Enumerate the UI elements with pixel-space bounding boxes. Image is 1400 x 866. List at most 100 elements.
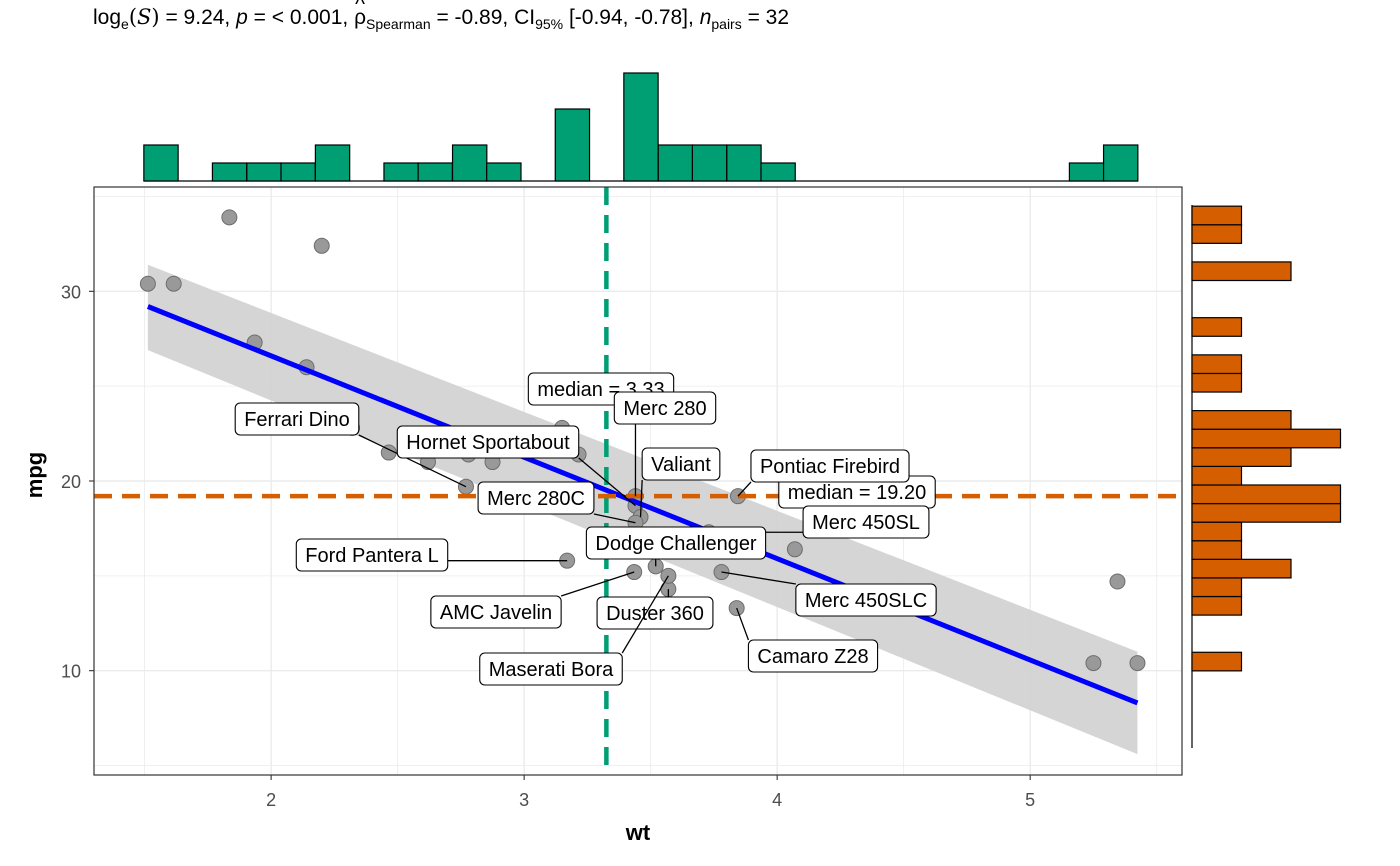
point-label-6: Merc 450SL xyxy=(708,505,930,539)
point-label-0: Ferrari Dino xyxy=(234,402,467,488)
point-label-12-text: Maserati Bora xyxy=(489,659,614,681)
y-hist-bar xyxy=(1191,372,1243,393)
point-label-7-text: Dodge Challenger xyxy=(595,533,757,555)
point-label-1: Hornet Sportabout xyxy=(396,425,636,507)
x-hist-bar xyxy=(211,162,248,182)
y-hist-bar xyxy=(1191,224,1243,244)
subtitle-p-value: = < 0.001, xyxy=(248,6,354,29)
point-label-5-box xyxy=(477,481,595,515)
point-label-10: Duster 360 xyxy=(596,589,714,630)
point-label-13: Camaro Z28 xyxy=(736,607,879,673)
y-median-label-text: median = 19.20 xyxy=(788,482,926,504)
point-label-13-leader xyxy=(736,607,750,641)
x-hist-bar xyxy=(760,162,796,182)
point-label-11-box xyxy=(795,583,937,617)
subtitle-rho-value: = -0.89, CI xyxy=(431,6,535,29)
subtitle-log: log xyxy=(93,6,121,29)
point-label-7: Dodge Challenger xyxy=(585,526,767,567)
subtitle-rho-sub: Spearman xyxy=(366,16,431,32)
x-hist-bar xyxy=(554,108,591,182)
point-label-11-leader xyxy=(721,571,796,585)
subtitle-n-value: = 32 xyxy=(742,6,789,29)
data-point xyxy=(313,237,330,254)
regression-line xyxy=(146,304,1139,706)
subtitle-stat-open: ( xyxy=(129,5,137,29)
x-axis-title: wt xyxy=(625,820,651,845)
point-label-0-text: Ferrari Dino xyxy=(244,409,350,431)
point-label-2-box xyxy=(613,391,717,425)
point-label-7-box xyxy=(585,526,767,560)
y-hist-bar xyxy=(1191,410,1292,430)
y-hist-bar xyxy=(1191,540,1243,560)
x-hist-bar xyxy=(143,144,179,182)
point-label-5: Merc 280C xyxy=(477,481,636,524)
point-label-4-text: Pontiac Firebird xyxy=(760,456,900,478)
y-hist-bar xyxy=(1191,502,1342,523)
point-label-9-text: AMC Javelin xyxy=(440,602,552,624)
y-hist-bar xyxy=(1191,577,1243,598)
data-point xyxy=(1085,655,1102,672)
point-label-1-leader xyxy=(578,457,636,507)
point-label-8-box xyxy=(295,538,449,572)
point-label-5-text: Merc 280C xyxy=(487,488,585,510)
y-hist-bar xyxy=(1191,447,1292,467)
x-axis: 2 3 4 5 xyxy=(266,775,1035,810)
x-hist-bar xyxy=(1102,144,1139,182)
point-label-11: Merc 450SLC xyxy=(721,571,937,617)
point-label-8-text: Ford Pantera L xyxy=(305,545,438,567)
subtitle-n-sub: pairs xyxy=(711,16,741,32)
x-tick-label: 2 xyxy=(266,790,276,810)
point-label-4: Pontiac Firebird xyxy=(737,449,910,497)
y-tick-label: 20 xyxy=(61,472,81,492)
data-point xyxy=(221,209,238,226)
y-tick-label: 30 xyxy=(61,282,81,302)
point-label-3-box xyxy=(641,447,721,481)
y-hist-bar xyxy=(1191,428,1342,449)
y-hist-bar xyxy=(1191,317,1243,337)
point-label-4-leader xyxy=(737,481,752,497)
x-hist-bar xyxy=(486,162,522,182)
x-tick-label: 4 xyxy=(772,790,782,810)
data-point xyxy=(165,275,182,292)
x-tick-label: 5 xyxy=(1025,790,1035,810)
y-axis-title: mpg xyxy=(22,452,47,498)
point-label-5-leader xyxy=(593,513,636,524)
point-label-1-box xyxy=(396,425,580,459)
point-label-13-text: Camaro Z28 xyxy=(757,646,868,668)
point-label-3-text: Valiant xyxy=(651,454,711,476)
subtitle-stat-close: ) xyxy=(151,5,159,29)
statistics-subtitle: loge(S) = 9.24, p = < 0.001, ρSpearman =… xyxy=(93,5,789,32)
subtitle-stat-symbol: S xyxy=(137,5,151,29)
x-hist-bar xyxy=(383,162,419,182)
x-hist-bar xyxy=(314,144,351,182)
subtitle-p-symbol: p xyxy=(235,6,248,29)
y-hist-bar xyxy=(1191,595,1243,616)
point-label-6-text: Merc 450SL xyxy=(812,512,920,534)
point-label-3-leader xyxy=(639,479,643,518)
x-hist-bar xyxy=(1068,162,1105,182)
point-label-9: AMC Javelin xyxy=(430,571,635,629)
data-point xyxy=(139,275,156,292)
x-hist-bar xyxy=(280,162,316,182)
x-hist-bar xyxy=(417,162,454,182)
point-label-1-text: Hornet Sportabout xyxy=(406,432,570,454)
point-label-13-box xyxy=(747,639,879,673)
point-label-12: Maserati Bora xyxy=(479,575,669,686)
point-label-8: Ford Pantera L xyxy=(295,538,568,572)
subtitle-n-symbol: n xyxy=(700,6,712,29)
x-hist-bar xyxy=(726,144,762,182)
subtitle-rho-hat: ^ xyxy=(355,0,365,16)
point-label-4-box xyxy=(750,449,910,483)
point-label-12-leader xyxy=(621,575,669,654)
subtitle-ci-sub: 95% xyxy=(535,16,563,32)
point-label-12-box xyxy=(479,652,623,686)
point-label-2: Merc 280 xyxy=(613,391,717,497)
point-label-6-box xyxy=(802,505,930,539)
subtitle-rho-symbol: ρ xyxy=(354,6,366,29)
x-hist-bar xyxy=(451,144,488,182)
point-label-11-text: Merc 450SLC xyxy=(805,590,927,612)
data-point xyxy=(1129,655,1146,672)
y-median-label: median = 19.20 xyxy=(778,475,936,509)
